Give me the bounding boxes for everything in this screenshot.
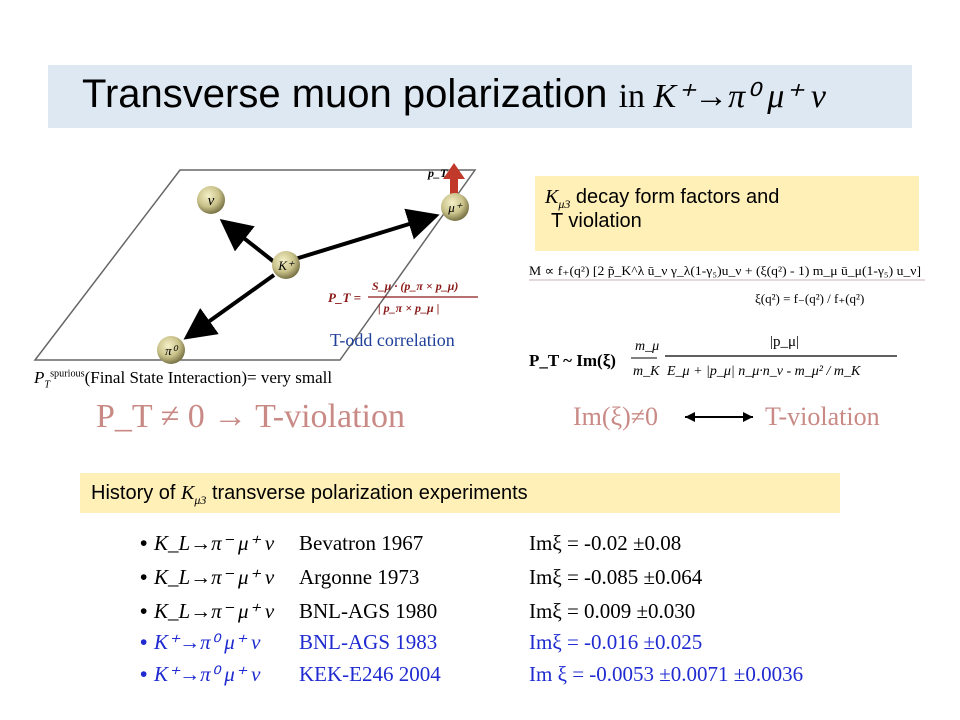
spurious-symbol: P bbox=[34, 368, 45, 387]
momentum-ratio-den: E_μ + |p_μ| n_μ·n_ν - m_μ² / m_K bbox=[666, 364, 861, 379]
experiment-lab: BNL-AGS 1983 bbox=[299, 630, 438, 654]
im-xi-nonzero: Im(ξ)≠0 bbox=[573, 402, 658, 431]
pion-momentum-arrow bbox=[183, 273, 276, 340]
muon-particle bbox=[441, 193, 469, 221]
experiment-row: • K_L→π⁻ μ⁺ ν Argonne 1973 Imξ = -0.085 ±0.… bbox=[140, 565, 702, 590]
history-kmu3-symbol: K bbox=[181, 482, 195, 504]
decay-kinematics-diagram: p_T ν μ⁺ K⁺ π⁰ P_T = S_μ · (p_π × p_μ) |… bbox=[33, 163, 478, 364]
experiment-result: Imξ = -0.085 ±0.064 bbox=[529, 565, 703, 589]
slide-title: Transverse muon polarization in K⁺→π⁰ μ⁺… bbox=[82, 72, 826, 117]
title-band bbox=[48, 65, 912, 128]
history-header: History of Kμ3 transverse polarization e… bbox=[91, 482, 528, 507]
neutrino-label: ν bbox=[208, 193, 215, 209]
pion-label: π⁰ bbox=[165, 343, 179, 358]
title-main: Transverse muon polarization bbox=[82, 72, 608, 116]
xi-definition: ξ(q²) = f₋(q²) / f₊(q²) bbox=[755, 291, 864, 306]
pt-formula-lhs: P_T = bbox=[328, 290, 361, 305]
experiment-result: Imξ = 0.009 ±0.030 bbox=[529, 599, 696, 623]
t-odd-correlation-caption: T-odd correlation bbox=[330, 330, 455, 350]
momentum-ratio-num: |p_μ| bbox=[770, 334, 799, 350]
equivalence-arrow-right-head bbox=[743, 412, 753, 422]
experiment-lab: BNL-AGS 1980 bbox=[299, 599, 438, 623]
kaon-particle bbox=[272, 251, 300, 279]
form-factor-box bbox=[535, 176, 919, 251]
pt-formula-numerator: S_μ · (p_π × p_μ) bbox=[372, 279, 458, 293]
kaon-label: K⁺ bbox=[277, 258, 295, 273]
history-kmu3-sub: μ3 bbox=[194, 493, 207, 507]
experiment-lab: Bevatron 1967 bbox=[299, 531, 424, 555]
mu-momentum-arrow bbox=[291, 208, 440, 262]
experiment-lab: KEK-E246 2004 bbox=[299, 662, 441, 686]
form-factor-heading: Kμ3 decay form factors and T violation bbox=[545, 185, 779, 233]
history-prefix: History of bbox=[91, 482, 176, 504]
pion-particle bbox=[157, 336, 185, 364]
experiment-lab: Argonne 1973 bbox=[299, 565, 420, 589]
experiment-process: K_L→π⁻ μ⁺ ν bbox=[154, 599, 275, 623]
kmu3-symbol: K bbox=[545, 186, 559, 208]
mass-ratio-den: m_K bbox=[633, 364, 660, 379]
spurious-sup: spurious bbox=[50, 368, 85, 380]
spurious-text: (Final State Interaction)= very small bbox=[84, 368, 333, 387]
kmu3-sub: μ3 bbox=[558, 197, 571, 211]
spurious-sub: T bbox=[44, 379, 51, 391]
experiment-row: • K_L→π⁻ μ⁺ ν BNL-AGS 1980 Imξ = 0.009 ±0.0… bbox=[140, 599, 695, 624]
experiment-result: Im ξ = -0.0053 ±0.0071 ±0.0036 bbox=[529, 662, 804, 686]
experiment-process: K_L→π⁻ μ⁺ ν bbox=[154, 531, 275, 555]
pt-proportional-lhs: P_T ~ Im(ξ) bbox=[529, 351, 616, 370]
neutrino-particle bbox=[197, 186, 225, 214]
experiment-result: Imξ = -0.016 ±0.025 bbox=[529, 630, 703, 654]
nu-momentum-arrow bbox=[219, 219, 280, 267]
bullet-icon: • bbox=[140, 532, 148, 555]
bullet-icon: • bbox=[140, 600, 148, 623]
form-factor-line2: T violation bbox=[551, 210, 642, 232]
history-header-box bbox=[80, 473, 840, 513]
form-factor-line1: decay form factors and bbox=[570, 186, 780, 208]
title-suffix: in bbox=[618, 78, 646, 115]
matrix-element-equation: M ∝ f₊(q²) [2 p̃_K^λ ū_ν γ_λ(1-γ₅)u_ν + … bbox=[529, 264, 921, 278]
experiment-process: K⁺→π⁰ μ⁺ ν bbox=[154, 630, 261, 654]
pt-nonzero-statement: P_T ≠ 0 → T-violation bbox=[96, 398, 405, 435]
experiment-result: Imξ = -0.02 ±0.08 bbox=[529, 531, 682, 555]
pt-formula-denominator: | p_π × p_μ | bbox=[378, 301, 439, 315]
bullet-icon: • bbox=[140, 566, 148, 589]
history-suffix: transverse polarization experiments bbox=[206, 482, 528, 504]
mass-ratio-num: m_μ bbox=[635, 339, 659, 354]
pt-arrow-label: p_T bbox=[427, 166, 448, 180]
experiment-row: • K⁺→π⁰ μ⁺ ν BNL-AGS 1983 Imξ = -0.016 ±0.0… bbox=[140, 630, 702, 655]
t-violation-label: T-violation bbox=[765, 402, 880, 431]
experiment-process: K_L→π⁻ μ⁺ ν bbox=[154, 565, 275, 589]
spurious-polarization-note: PTspurious(Final State Interaction)= ver… bbox=[34, 368, 333, 391]
muon-label: μ⁺ bbox=[447, 200, 463, 215]
bullet-icon: • bbox=[140, 631, 148, 654]
experiment-row: • K_L→π⁻ μ⁺ ν Bevatron 1967 Imξ = -0.02 ±0.… bbox=[140, 531, 681, 556]
equation-block: M ∝ f₊(q²) [2 p̃_K^λ ū_ν γ_λ(1-γ₅)u_ν + … bbox=[529, 264, 925, 431]
experiment-row: • K⁺→π⁰ μ⁺ ν KEK-E246 2004 Im ξ = -0.0053 ±… bbox=[140, 662, 803, 687]
equivalence-arrow-left-head bbox=[685, 412, 695, 422]
pt-arrow-head bbox=[443, 163, 465, 179]
experiment-process: K⁺→π⁰ μ⁺ ν bbox=[154, 662, 261, 686]
bullet-icon: • bbox=[140, 663, 148, 686]
title-process: K⁺→π⁰ μ⁺ ν bbox=[653, 78, 826, 115]
decay-plane bbox=[33, 169, 477, 361]
